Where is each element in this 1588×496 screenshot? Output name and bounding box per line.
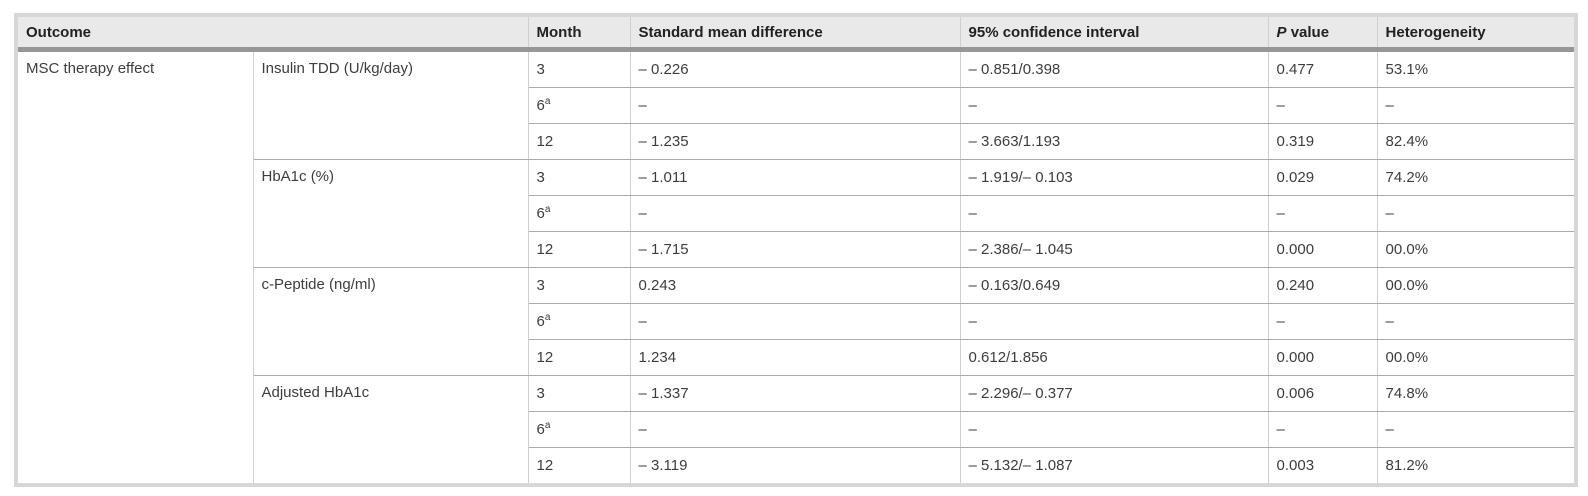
cell-smd: – 1.011 (629, 159, 961, 196)
cell-month: 12 (527, 339, 631, 376)
header-standard-mean-difference: Standard mean difference (629, 17, 961, 52)
cell-p-value: 0.003 (1267, 447, 1378, 484)
cell-heterogeneity: 53.1% (1376, 49, 1575, 88)
header-row: Outcome Month Standard mean difference 9… (17, 17, 1574, 52)
cell-outcome: HbA1c (%) (252, 159, 529, 268)
footnote-marker: a (544, 204, 551, 215)
cell-p-value: – (1267, 303, 1378, 340)
cell-month: 12 (527, 447, 631, 484)
table-row: Adjusted HbA1c 3 – 1.337 – 2.296/– 0.377… (18, 375, 1575, 484)
outcomes-table: Outcome Month Standard mean difference 9… (17, 17, 1575, 484)
cell-outcome: Adjusted HbA1c (252, 375, 529, 484)
cell-smd: – (629, 195, 961, 232)
cell-ci: – 2.386/– 1.045 (959, 231, 1269, 268)
cell-month: 3 (527, 159, 631, 196)
cell-smd: – 1.715 (629, 231, 961, 268)
cell-p-value: 0.319 (1267, 123, 1378, 160)
table-row: 6a – – – – (18, 195, 1575, 232)
cell-p-value: – (1267, 411, 1378, 448)
table-row: c-Peptide (ng/ml) 3 0.243 – 0.163/0.649 … (18, 267, 1575, 376)
cell-month: 6a (527, 87, 631, 124)
cell-p-value: – (1267, 87, 1378, 124)
cell-heterogeneity: 00.0% (1376, 339, 1575, 376)
cell-heterogeneity: 74.8% (1376, 375, 1575, 412)
cell-month: 3 (527, 49, 631, 88)
cell-p-value: 0.477 (1267, 49, 1378, 88)
table-row: 6a – – – – (18, 87, 1575, 124)
p-value-rest: value (1286, 23, 1330, 41)
cell-p-value: 0.006 (1267, 375, 1378, 412)
cell-smd: – (629, 303, 961, 340)
cell-ci: – 0.851/0.398 (959, 49, 1269, 88)
table-row: MSC therapy effect Insulin TDD (U/kg/day… (17, 49, 1575, 484)
cell-smd: 1.234 (629, 339, 961, 376)
cell-ci: 0.612/1.856 (959, 339, 1269, 376)
outcomes-table-container: Outcome Month Standard mean difference 9… (14, 13, 1578, 487)
table-row: 6a – – – – (18, 411, 1575, 448)
cell-heterogeneity: – (1376, 87, 1575, 124)
header-confidence-interval: 95% confidence interval (959, 17, 1269, 52)
cell-smd: – 0.226 (629, 49, 961, 88)
cell-ci: – 1.919/– 0.103 (959, 159, 1269, 196)
cell-p-value: 0.000 (1267, 339, 1378, 376)
table-row: 6a – – – – (18, 303, 1575, 340)
cell-outcome-group: MSC therapy effect (17, 49, 254, 484)
table-row: 12 – 3.119 – 5.132/– 1.087 0.003 81.2% (18, 447, 1575, 484)
cell-heterogeneity: 82.4% (1376, 123, 1575, 160)
cell-ci: – (959, 195, 1269, 232)
cell-smd: – 1.235 (629, 123, 961, 160)
cell-ci: – 2.296/– 0.377 (959, 375, 1269, 412)
cell-smd: – 1.337 (629, 375, 961, 412)
header-month: Month (527, 17, 631, 52)
cell-heterogeneity: – (1376, 195, 1575, 232)
cell-smd: 0.243 (629, 267, 961, 304)
cell-p-value: 0.000 (1267, 231, 1378, 268)
cell-heterogeneity: – (1376, 411, 1575, 448)
header-heterogeneity: Heterogeneity (1376, 17, 1574, 52)
header-outcome: Outcome (17, 17, 529, 52)
cell-month: 3 (527, 267, 631, 304)
cell-heterogeneity: 00.0% (1376, 267, 1575, 304)
cell-ci: – 5.132/– 1.087 (959, 447, 1269, 484)
footnote-marker: a (544, 96, 551, 107)
footnote-marker: a (544, 420, 551, 431)
cell-month: 6a (527, 195, 631, 232)
header-p-value: P value (1267, 17, 1378, 52)
cell-smd: – (629, 411, 961, 448)
table-row: 12 – 1.235 – 3.663/1.193 0.319 82.4% (18, 123, 1575, 160)
cell-ci: – 3.663/1.193 (959, 123, 1269, 160)
cell-ci: – (959, 87, 1269, 124)
cell-smd: – 3.119 (629, 447, 961, 484)
table-row: HbA1c (%) 3 – 1.011 – 1.919/– 0.103 0.02… (18, 159, 1575, 268)
cell-p-value: – (1267, 195, 1378, 232)
cell-ci: – (959, 411, 1269, 448)
cell-heterogeneity: 00.0% (1376, 231, 1575, 268)
cell-outcome: c-Peptide (ng/ml) (252, 267, 529, 376)
footnote-marker: a (544, 312, 551, 323)
cell-outcome: Insulin TDD (U/kg/day) (252, 49, 529, 160)
cell-ci: – (959, 303, 1269, 340)
cell-heterogeneity: – (1376, 303, 1575, 340)
cell-heterogeneity: 74.2% (1376, 159, 1575, 196)
cell-month: 3 (527, 375, 631, 412)
cell-p-value: 0.029 (1267, 159, 1378, 196)
cell-month: 12 (527, 123, 631, 160)
cell-month: 6a (527, 411, 631, 448)
cell-ci: – 0.163/0.649 (959, 267, 1269, 304)
cell-heterogeneity: 81.2% (1376, 447, 1575, 484)
cell-smd: – (629, 87, 961, 124)
cell-month: 12 (527, 231, 631, 268)
p-value-italic: P (1276, 23, 1287, 41)
table-row: 12 – 1.715 – 2.386/– 1.045 0.000 00.0% (18, 231, 1575, 268)
cell-month: 6a (527, 303, 631, 340)
cell-p-value: 0.240 (1267, 267, 1378, 304)
table-row: 12 1.234 0.612/1.856 0.000 00.0% (18, 339, 1575, 376)
